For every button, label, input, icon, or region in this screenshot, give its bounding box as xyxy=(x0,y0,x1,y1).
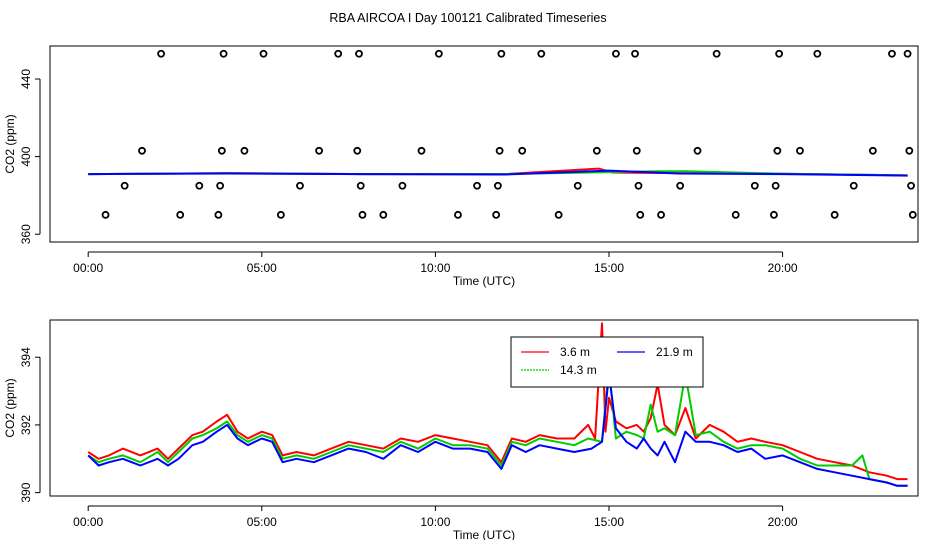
x-axis-label: Time (UTC) xyxy=(453,274,515,288)
calibration-point xyxy=(631,49,639,58)
calibration-point xyxy=(537,49,546,58)
calibration-point xyxy=(750,181,759,190)
top-panel: 00:00 05:00 10:00 15:00 20:00 Time (UTC) 360 40… xyxy=(3,45,919,288)
calibration-point xyxy=(573,181,582,190)
legend-label: 14.3 m xyxy=(560,363,597,377)
calibration-point xyxy=(908,210,917,219)
calibration-point xyxy=(219,49,228,58)
calibration-point xyxy=(217,146,226,155)
calibration-point xyxy=(379,210,388,219)
x-axis-label: Time (UTC) xyxy=(453,528,515,540)
calibration-point xyxy=(634,181,643,190)
y-axis-label: CO2 (ppm) xyxy=(3,378,17,437)
x-tick-label: 00:00 xyxy=(73,515,103,529)
calibration-point xyxy=(334,49,343,58)
calibration-point xyxy=(434,49,443,58)
calibration-point xyxy=(903,49,912,58)
calibration-point xyxy=(907,181,915,190)
calibration-point xyxy=(657,210,665,219)
calibration-point xyxy=(355,49,363,58)
x-tick-label: 00:00 xyxy=(73,261,103,275)
plot-frame xyxy=(49,45,919,243)
calibration-point xyxy=(454,210,462,219)
y-tick-label: 400 xyxy=(19,146,33,166)
x-tick-label: 10:00 xyxy=(420,515,450,529)
calibration-point xyxy=(592,146,601,155)
calibration-point xyxy=(796,146,804,155)
calibration-point xyxy=(296,181,304,190)
calibration-point xyxy=(492,210,501,219)
legend-label: 21.9 m xyxy=(656,345,693,359)
series-line-21-9-m xyxy=(88,169,908,177)
calibration-point xyxy=(101,210,110,219)
calibration-point xyxy=(905,146,914,155)
x-tick-label: 20:00 xyxy=(768,261,798,275)
legend-label: 3.6 m xyxy=(560,345,590,359)
series-line-21-9-m xyxy=(87,373,908,487)
calibration-point xyxy=(731,210,740,219)
legend: 3.6 m 21.9 m 14.3 m xyxy=(510,336,704,388)
calibration-point xyxy=(195,181,204,190)
plot-frame xyxy=(49,319,919,497)
calibration-point xyxy=(259,49,268,58)
calibration-point xyxy=(775,49,784,58)
x-tick-label: 15:00 xyxy=(594,261,624,275)
figure-title: RBA AIRCOA I Day 100121 Calibrated Times… xyxy=(329,11,606,25)
y-tick-label: 360 xyxy=(19,224,33,244)
y-tick-label: 440 xyxy=(19,69,33,89)
series-line-3-6-m xyxy=(87,322,908,481)
calibration-point xyxy=(473,181,481,190)
y-tick-label: 392 xyxy=(19,415,33,435)
y-axis-label: CO2 (ppm) xyxy=(3,114,17,173)
calibration-point xyxy=(830,210,839,219)
calibration-point xyxy=(773,146,782,155)
calibration-point xyxy=(356,181,365,190)
calibration-point xyxy=(612,49,620,58)
series-line-14-3-m xyxy=(87,366,908,487)
x-tick-label: 20:00 xyxy=(768,515,798,529)
x-tick-label: 10:00 xyxy=(420,261,450,275)
y-tick-label: 394 xyxy=(19,347,33,367)
x-tick-label: 05:00 xyxy=(247,515,277,529)
calibration-point xyxy=(636,210,645,219)
calibration-point xyxy=(214,210,223,219)
legend-box xyxy=(510,336,704,388)
calibration-point xyxy=(240,146,249,155)
calibration-point xyxy=(518,146,527,155)
calibration-point xyxy=(216,181,225,190)
calibration-point xyxy=(120,181,129,190)
calibration-point xyxy=(157,49,166,58)
calibration-point xyxy=(138,146,146,155)
calibration-point xyxy=(417,146,426,155)
calibration-point xyxy=(632,146,641,155)
x-tick-label: 05:00 xyxy=(247,261,277,275)
calibration-point xyxy=(676,181,685,190)
calibration-point xyxy=(398,181,407,190)
calibration-point xyxy=(495,146,504,155)
calibration-point xyxy=(770,210,778,219)
calibration-point xyxy=(712,49,721,58)
calibration-point xyxy=(813,49,822,58)
calibration-point xyxy=(868,146,877,155)
y-tick-label: 390 xyxy=(19,482,33,502)
calibration-point xyxy=(315,146,323,155)
calibration-point xyxy=(693,146,702,155)
x-tick-label: 15:00 xyxy=(594,515,624,529)
calibration-point xyxy=(358,210,367,219)
calibration-point xyxy=(554,210,563,219)
calibration-point xyxy=(771,181,780,190)
calibration-point xyxy=(497,49,506,58)
calibration-point xyxy=(493,181,502,190)
calibration-point xyxy=(888,49,896,58)
calibration-point xyxy=(353,146,362,155)
calibration-point xyxy=(276,210,285,219)
calibration-point xyxy=(176,210,185,219)
calibration-point xyxy=(849,181,858,190)
bottom-panel: 00:00 05:00 10:00 15:00 20:00 Time (UTC) 390 39… xyxy=(3,319,919,540)
